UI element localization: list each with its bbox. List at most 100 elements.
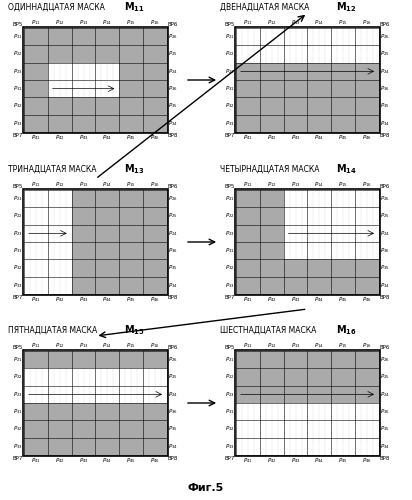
Bar bbox=[331, 80, 355, 98]
Bar bbox=[48, 98, 72, 114]
Bar bbox=[143, 403, 167, 420]
Bar bbox=[119, 98, 143, 114]
Bar bbox=[48, 351, 72, 368]
Text: BP8: BP8 bbox=[380, 295, 391, 300]
Text: $P_{46}$: $P_{46}$ bbox=[150, 133, 160, 142]
Bar bbox=[24, 420, 48, 438]
Text: $P_{13}$: $P_{13}$ bbox=[79, 341, 89, 350]
Bar bbox=[24, 208, 48, 224]
Text: $P_{32}$: $P_{32}$ bbox=[13, 264, 23, 272]
Bar bbox=[355, 368, 379, 386]
Bar bbox=[236, 276, 260, 294]
Text: $P_{45}$: $P_{45}$ bbox=[126, 456, 136, 465]
Bar bbox=[236, 190, 379, 294]
Text: $P_{34}$: $P_{34}$ bbox=[168, 281, 178, 290]
Bar bbox=[260, 351, 284, 368]
Bar bbox=[96, 28, 119, 46]
Text: $P_{12}$: $P_{12}$ bbox=[267, 180, 277, 189]
Bar bbox=[96, 242, 119, 260]
Text: $P_{34}$: $P_{34}$ bbox=[380, 442, 390, 451]
Bar bbox=[284, 190, 307, 208]
Text: $P_{45}$: $P_{45}$ bbox=[338, 133, 348, 142]
Bar bbox=[235, 27, 380, 133]
Bar bbox=[48, 420, 72, 438]
Bar bbox=[355, 98, 379, 114]
Bar bbox=[143, 368, 167, 386]
Bar bbox=[260, 260, 284, 276]
Bar bbox=[235, 350, 380, 456]
Text: $P_{12}$: $P_{12}$ bbox=[55, 341, 65, 350]
Bar bbox=[72, 80, 96, 98]
Text: $P_{33}$: $P_{33}$ bbox=[13, 119, 23, 128]
Bar bbox=[96, 98, 119, 114]
Bar bbox=[307, 351, 331, 368]
Text: $P_{24}$: $P_{24}$ bbox=[380, 229, 390, 238]
Bar bbox=[236, 420, 260, 438]
Bar bbox=[355, 260, 379, 276]
Text: $P_{42}$: $P_{42}$ bbox=[55, 295, 65, 304]
Text: $P_{12}$: $P_{12}$ bbox=[267, 18, 277, 27]
Bar bbox=[331, 28, 355, 46]
Text: $P_{43}$: $P_{43}$ bbox=[79, 133, 89, 142]
Bar bbox=[24, 224, 48, 242]
Bar bbox=[24, 28, 48, 46]
Text: $P_{42}$: $P_{42}$ bbox=[55, 456, 65, 465]
Bar bbox=[119, 208, 143, 224]
Bar bbox=[236, 80, 260, 98]
Bar bbox=[96, 403, 119, 420]
Bar bbox=[48, 260, 72, 276]
Text: $P_{41}$: $P_{41}$ bbox=[31, 456, 41, 465]
Text: $\mathbf{M}_{\mathbf{14}}$: $\mathbf{M}_{\mathbf{14}}$ bbox=[335, 162, 356, 176]
Text: BP6: BP6 bbox=[380, 345, 391, 350]
Text: BP8: BP8 bbox=[168, 295, 178, 300]
Text: $P_{44}$: $P_{44}$ bbox=[314, 295, 324, 304]
Text: $P_{42}$: $P_{42}$ bbox=[267, 133, 277, 142]
Text: $P_{26}$: $P_{26}$ bbox=[168, 32, 178, 41]
Text: $P_{15}$: $P_{15}$ bbox=[126, 180, 136, 189]
Text: $P_{16}$: $P_{16}$ bbox=[150, 18, 160, 27]
Text: $P_{41}$: $P_{41}$ bbox=[243, 133, 253, 142]
Text: BP5: BP5 bbox=[13, 22, 23, 27]
Bar bbox=[119, 368, 143, 386]
Text: ЧЕТЫРНАДЦАТАЯ МАСКА: ЧЕТЫРНАДЦАТАЯ МАСКА bbox=[220, 164, 319, 173]
Bar bbox=[284, 438, 307, 455]
Bar bbox=[119, 28, 143, 46]
Bar bbox=[307, 276, 331, 294]
Text: BP6: BP6 bbox=[168, 184, 178, 189]
Text: $P_{13}$: $P_{13}$ bbox=[290, 180, 300, 189]
Text: $P_{31}$: $P_{31}$ bbox=[13, 246, 23, 255]
Text: $P_{26}$: $P_{26}$ bbox=[168, 355, 178, 364]
Text: $P_{46}$: $P_{46}$ bbox=[362, 133, 372, 142]
Bar bbox=[96, 260, 119, 276]
Text: $P_{31}$: $P_{31}$ bbox=[225, 407, 235, 416]
Bar bbox=[24, 260, 48, 276]
Text: ТРИНАДЦАТАЯ МАСКА: ТРИНАДЦАТАЯ МАСКА bbox=[8, 164, 96, 173]
Text: $P_{32}$: $P_{32}$ bbox=[225, 424, 235, 434]
Bar bbox=[119, 80, 143, 98]
Bar bbox=[24, 351, 167, 455]
Bar bbox=[143, 114, 167, 132]
Bar bbox=[48, 438, 72, 455]
Bar bbox=[260, 208, 284, 224]
Text: BP5: BP5 bbox=[225, 22, 235, 27]
Text: $P_{42}$: $P_{42}$ bbox=[55, 133, 65, 142]
Bar bbox=[48, 208, 72, 224]
Text: $P_{36}$: $P_{36}$ bbox=[380, 407, 390, 416]
Text: $P_{26}$: $P_{26}$ bbox=[380, 194, 390, 203]
Bar bbox=[260, 403, 284, 420]
Text: $P_{46}$: $P_{46}$ bbox=[150, 456, 160, 465]
Text: $P_{24}$: $P_{24}$ bbox=[168, 390, 178, 399]
Bar bbox=[48, 224, 72, 242]
Bar bbox=[72, 98, 96, 114]
Text: $P_{42}$: $P_{42}$ bbox=[267, 456, 277, 465]
Text: $P_{14}$: $P_{14}$ bbox=[314, 341, 324, 350]
Bar bbox=[260, 386, 284, 403]
Bar bbox=[24, 80, 48, 98]
Bar bbox=[284, 420, 307, 438]
Bar bbox=[331, 260, 355, 276]
Text: $P_{23}$: $P_{23}$ bbox=[13, 390, 23, 399]
Bar bbox=[24, 276, 48, 294]
Bar bbox=[355, 351, 379, 368]
Bar bbox=[24, 62, 48, 80]
Text: $P_{25}$: $P_{25}$ bbox=[380, 50, 390, 58]
